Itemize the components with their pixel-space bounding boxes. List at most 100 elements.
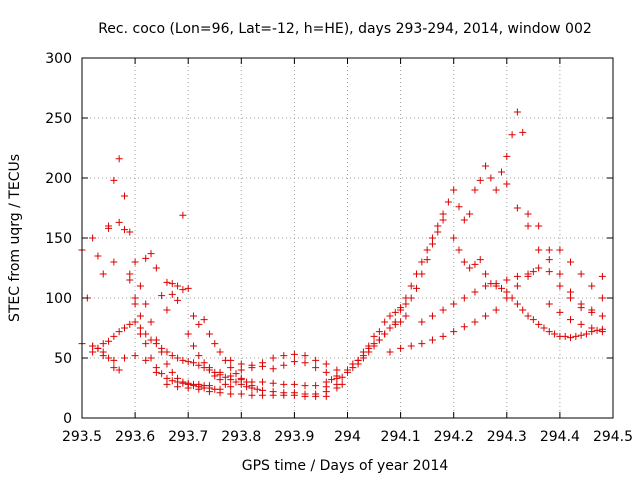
data-point xyxy=(519,128,527,136)
data-point xyxy=(184,330,192,338)
data-point xyxy=(301,390,309,398)
data-point xyxy=(545,246,553,254)
data-point xyxy=(301,382,309,390)
data-point xyxy=(460,216,468,224)
data-point xyxy=(174,383,182,391)
data-point xyxy=(280,380,288,388)
data-point xyxy=(476,256,484,264)
data-point xyxy=(120,192,128,200)
data-point xyxy=(535,264,543,272)
data-point xyxy=(370,332,378,340)
y-tick-label: 250 xyxy=(45,111,72,127)
data-point xyxy=(179,356,187,364)
data-point xyxy=(428,336,436,344)
data-point xyxy=(269,365,277,373)
data-point xyxy=(359,354,367,362)
data-point xyxy=(126,320,134,328)
data-point xyxy=(524,312,532,320)
data-point xyxy=(439,216,447,224)
data-point xyxy=(168,352,176,360)
data-point xyxy=(418,258,426,266)
data-point xyxy=(152,368,160,376)
data-point xyxy=(428,240,436,248)
data-point xyxy=(174,354,182,362)
data-point xyxy=(115,328,123,336)
data-point xyxy=(577,304,585,312)
data-point xyxy=(349,364,357,372)
data-point xyxy=(99,340,107,348)
data-point xyxy=(428,234,436,242)
y-tick-label: 0 xyxy=(63,411,72,427)
data-point xyxy=(375,328,383,336)
data-point xyxy=(205,388,213,396)
data-point xyxy=(136,312,144,320)
data-point xyxy=(131,318,139,326)
data-point xyxy=(524,210,532,218)
data-point xyxy=(476,176,484,184)
data-point xyxy=(439,210,447,218)
data-point xyxy=(588,282,596,290)
x-tick-label: 294.5 xyxy=(593,429,633,445)
data-point xyxy=(535,246,543,254)
data-point xyxy=(561,332,569,340)
data-point xyxy=(455,203,463,211)
data-point xyxy=(402,312,410,320)
data-point xyxy=(280,352,288,360)
data-point xyxy=(407,342,415,350)
data-point xyxy=(120,226,128,234)
data-point xyxy=(147,318,155,326)
data-point xyxy=(439,332,447,340)
x-tick-label: 294.4 xyxy=(540,429,580,445)
data-point xyxy=(126,228,134,236)
axis-ticks xyxy=(81,57,614,419)
data-point xyxy=(333,384,341,392)
data-point xyxy=(567,258,575,266)
data-point xyxy=(450,234,458,242)
data-point xyxy=(120,354,128,362)
data-point xyxy=(418,340,426,348)
data-point xyxy=(312,356,320,364)
data-point xyxy=(290,380,298,388)
data-point xyxy=(466,210,474,218)
data-point xyxy=(391,318,399,326)
data-point xyxy=(131,352,139,360)
data-point xyxy=(89,348,97,356)
data-point xyxy=(110,332,118,340)
data-point xyxy=(227,390,235,398)
data-point xyxy=(402,300,410,308)
data-point xyxy=(184,284,192,292)
data-point xyxy=(184,358,192,366)
data-point xyxy=(582,330,590,338)
data-point xyxy=(556,270,564,278)
data-point xyxy=(190,359,198,367)
y-tick-labels: 0 50 100 150 200 250 300 xyxy=(45,51,72,427)
data-point xyxy=(535,222,543,230)
y-tick-label: 50 xyxy=(54,351,72,367)
data-point xyxy=(386,324,394,332)
data-point xyxy=(567,334,575,342)
data-point xyxy=(142,330,150,338)
data-point xyxy=(391,308,399,316)
data-point xyxy=(338,380,346,388)
data-point xyxy=(142,356,150,364)
data-point xyxy=(407,282,415,290)
data-point xyxy=(89,342,97,350)
data-point xyxy=(322,378,330,386)
data-point xyxy=(545,300,553,308)
data-point xyxy=(195,385,203,393)
data-point xyxy=(503,152,511,160)
data-point xyxy=(259,362,267,370)
data-point xyxy=(227,356,235,364)
data-point xyxy=(195,320,203,328)
data-point xyxy=(216,348,224,356)
data-point xyxy=(577,320,585,328)
data-point xyxy=(487,280,495,288)
data-point xyxy=(163,380,171,388)
data-point xyxy=(105,222,113,230)
data-point xyxy=(508,131,516,139)
data-point xyxy=(184,384,192,392)
data-point xyxy=(89,234,97,242)
data-point xyxy=(253,385,261,393)
data-point xyxy=(450,328,458,336)
data-point xyxy=(460,294,468,302)
